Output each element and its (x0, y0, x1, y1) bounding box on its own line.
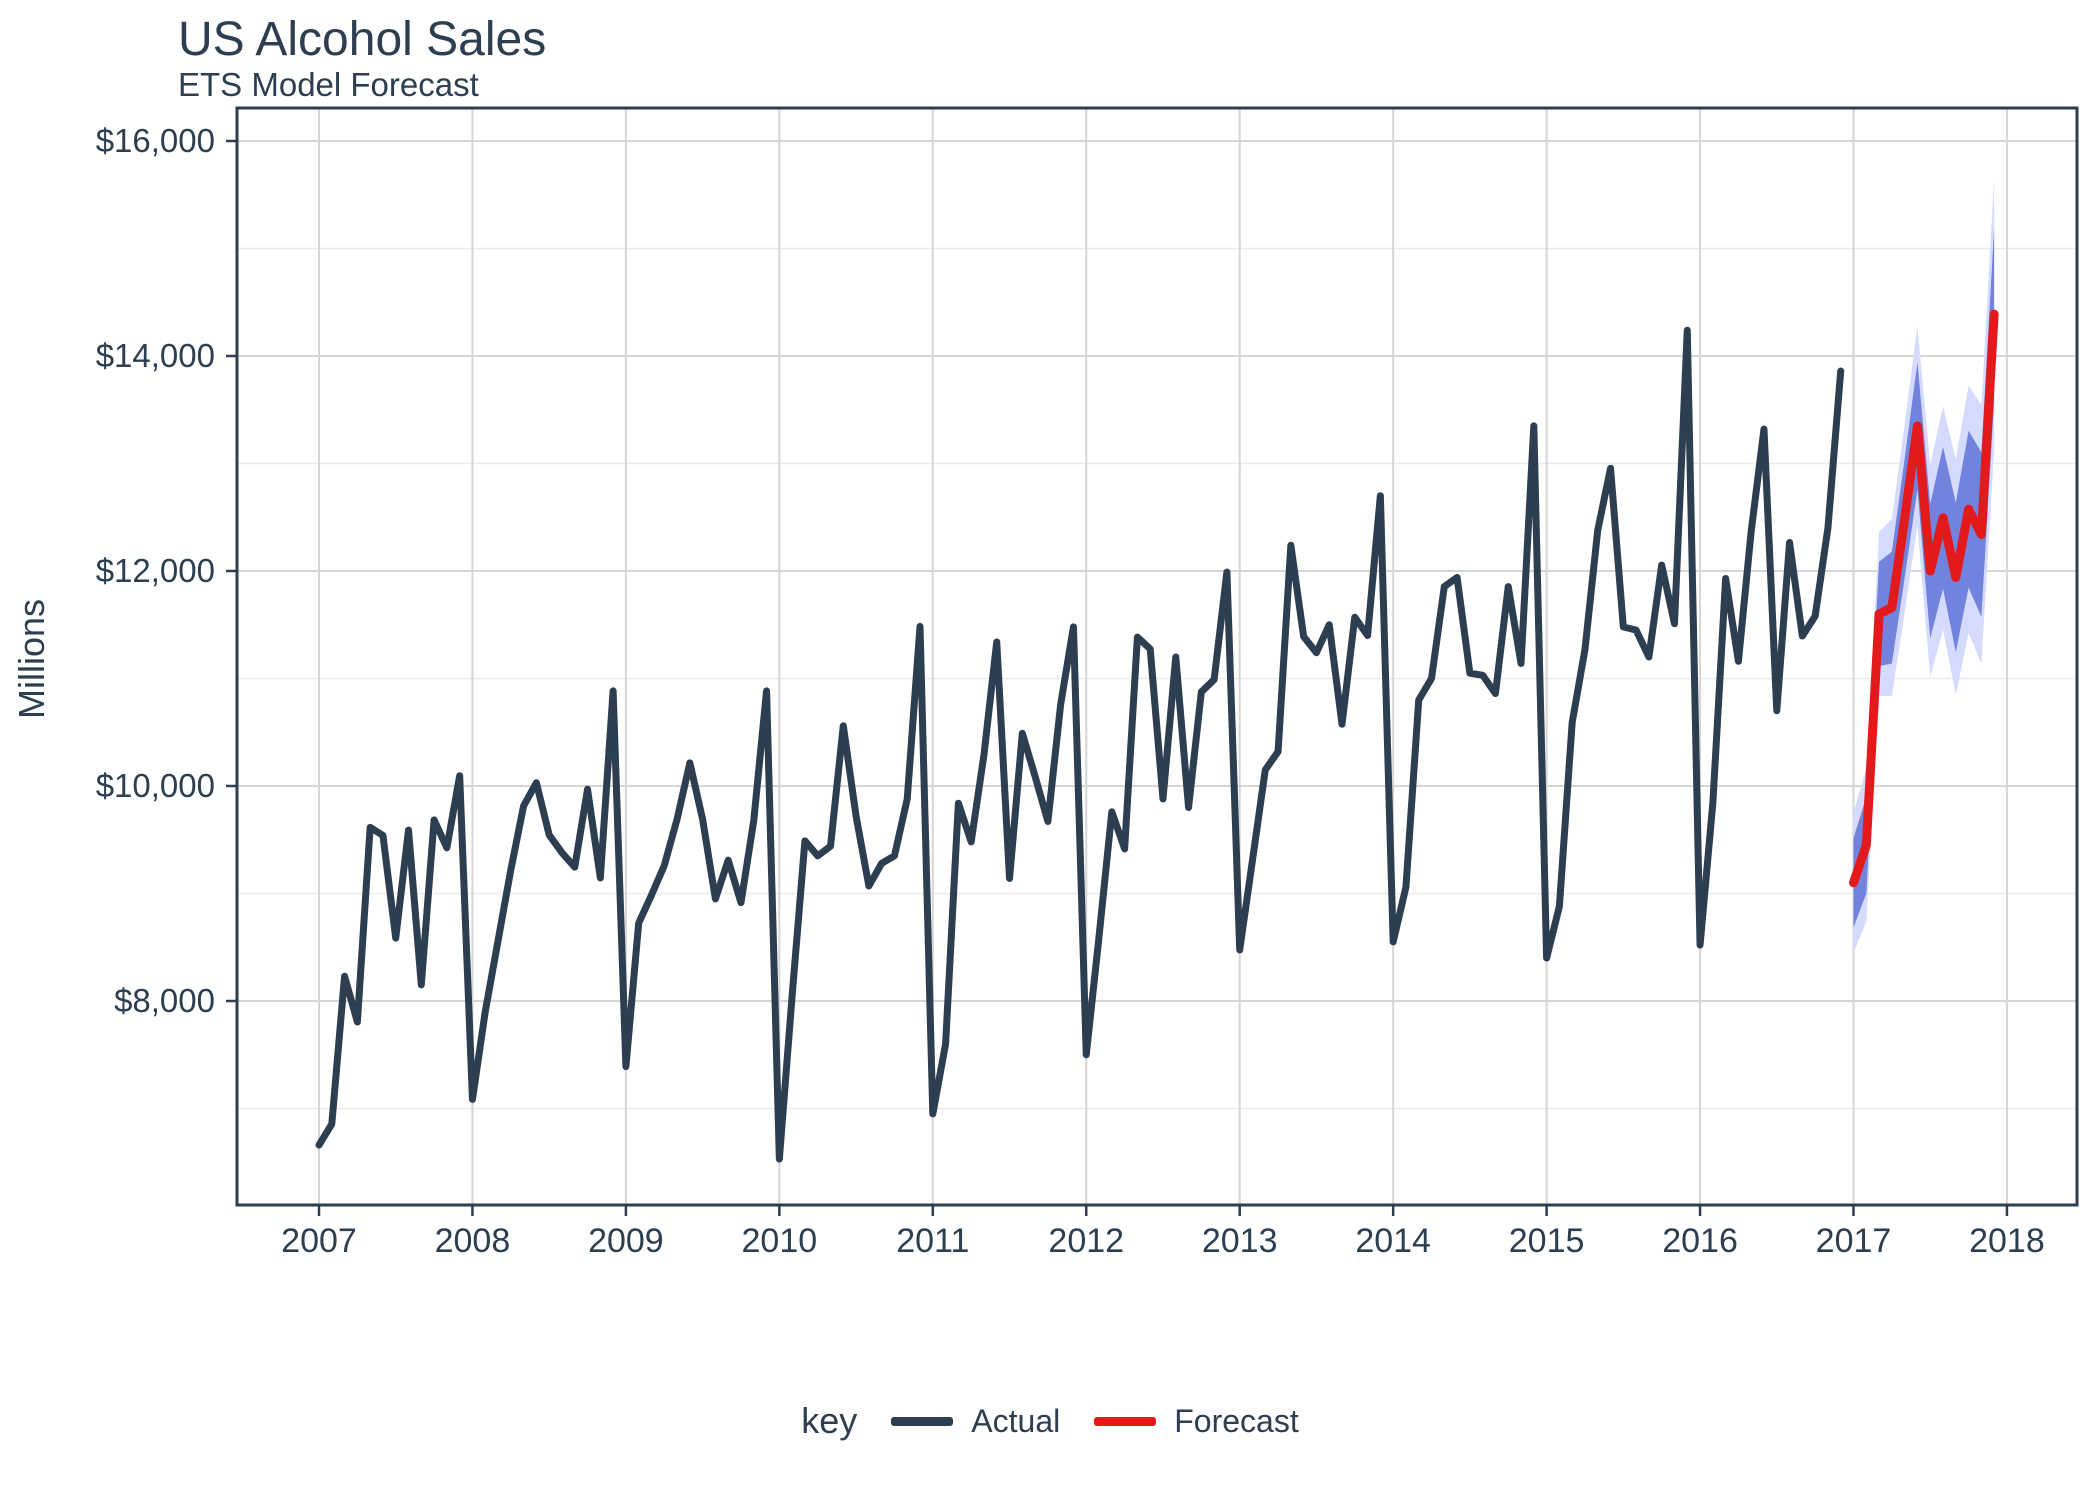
actual-series-line (315, 326, 1845, 1163)
actual-line-swatch (891, 1416, 954, 1426)
chart-subtitle: ETS Model Forecast (178, 66, 479, 103)
x-tick-label: 2009 (588, 1222, 664, 1260)
confidence-band-80 (1853, 228, 1995, 928)
x-tick-label: 2010 (741, 1222, 818, 1260)
x-tick-label: 2016 (1662, 1222, 1738, 1260)
x-tick-label: 2011 (896, 1222, 970, 1260)
x-tick-label: 2013 (1201, 1222, 1278, 1260)
x-tick-label: 2018 (1969, 1222, 2045, 1260)
y-tick-label: $10,000 (95, 767, 215, 804)
y-tick-label: $14,000 (95, 337, 215, 374)
x-tick-label: 2014 (1355, 1222, 1431, 1260)
x-tick-label: 2012 (1048, 1222, 1125, 1260)
x-tick-label: 2017 (1815, 1222, 1892, 1260)
legend-item-forecast: Forecast (1094, 1402, 1299, 1440)
legend: key Actual Forecast (0, 1393, 2100, 1449)
plot-panel-border (235, 106, 2079, 1207)
forecast-series-line (1849, 309, 1999, 888)
x-tick-label: 2007 (281, 1222, 357, 1260)
legend-title: key (801, 1400, 858, 1441)
y-tick-label: $16,000 (95, 122, 215, 159)
y-axis-title: Millions (11, 598, 52, 720)
chart-title: US Alcohol Sales (178, 13, 547, 66)
x-tick-label: 2015 (1508, 1222, 1585, 1260)
y-tick-label: $8,000 (114, 982, 215, 1019)
y-tick-label: $12,000 (95, 552, 215, 589)
legend-label-forecast: Forecast (1174, 1402, 1299, 1439)
legend-label-actual: Actual (971, 1402, 1061, 1439)
x-tick-label: 2008 (434, 1222, 511, 1260)
forecast-line-swatch (1094, 1416, 1157, 1426)
legend-item-actual: Actual (891, 1403, 1060, 1440)
confidence-band-95 (1853, 178, 1995, 954)
